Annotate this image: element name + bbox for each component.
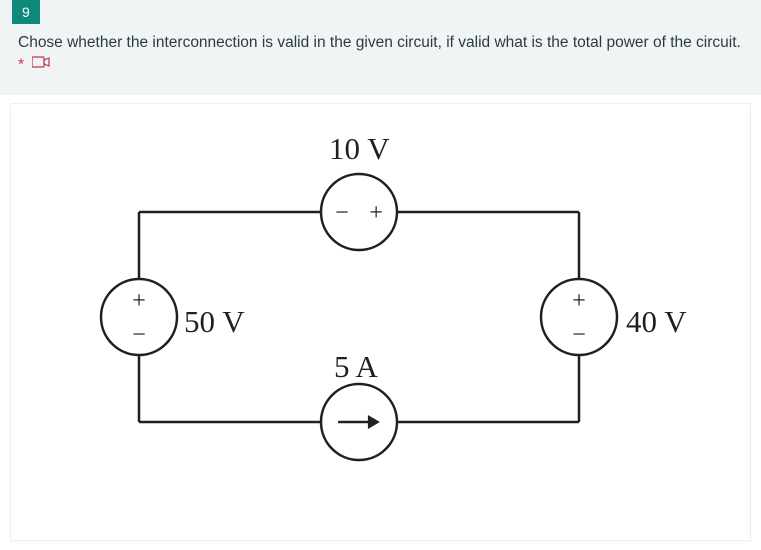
question-header: 9 Chose whether the interconnection is v… <box>0 0 761 95</box>
v-top <box>321 174 397 250</box>
svg-text:+: + <box>369 200 383 226</box>
circuit-svg: 10 V+−50 V+−40 V+−5 A <box>29 122 729 502</box>
svg-text:−: − <box>572 322 586 348</box>
points-icon <box>32 54 50 76</box>
v-top-label: 10 V <box>329 131 390 166</box>
required-asterisk: * <box>18 57 24 74</box>
question-number-badge: 9 <box>12 0 40 24</box>
v-right-label: 40 V <box>626 304 687 339</box>
i-bottom-label: 5 A <box>334 349 379 384</box>
question-number: 9 <box>22 4 30 20</box>
question-prompt: Chose whether the interconnection is val… <box>18 34 741 51</box>
question-text-block: Chose whether the interconnection is val… <box>0 32 761 77</box>
circuit-diagram-panel: 10 V+−50 V+−40 V+−5 A <box>10 103 751 541</box>
v-left-label: 50 V <box>184 304 245 339</box>
svg-text:+: + <box>572 288 586 314</box>
svg-text:+: + <box>132 288 146 314</box>
svg-text:−: − <box>335 200 349 226</box>
svg-text:−: − <box>132 322 146 348</box>
